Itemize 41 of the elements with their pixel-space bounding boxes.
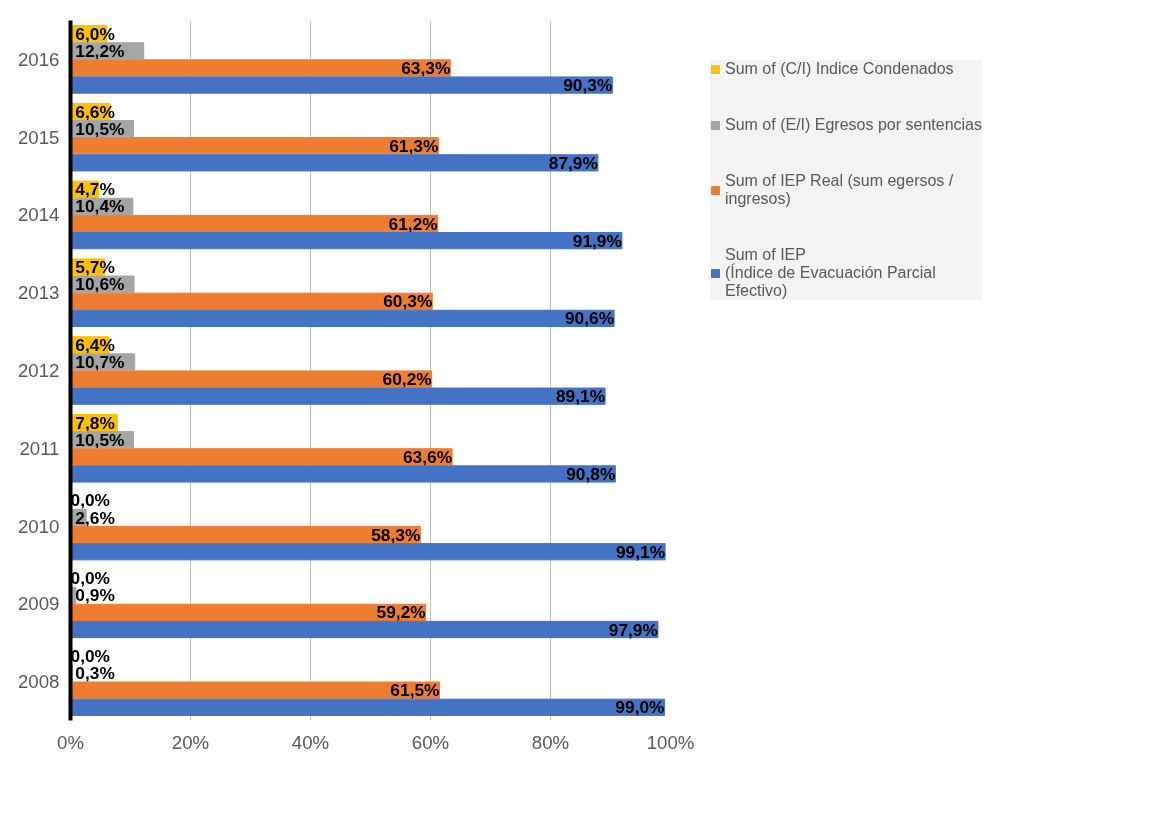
data-label: 90,6% [564, 308, 615, 329]
data-label: 61,3% [389, 135, 439, 156]
x-tick-label: 80% [531, 731, 570, 753]
data-label: 99,0% [615, 697, 665, 718]
legend-label: Sum of (C/I) Indice Condenados [725, 60, 954, 78]
y-tick-label: 2012 [18, 360, 60, 381]
legend-label: Sum of (E/I) Egresos por sentencias [725, 116, 982, 134]
data-label: 90,3% [563, 75, 613, 96]
x-tick-label: 40% [291, 731, 330, 753]
x-tick-label: 20% [171, 731, 210, 753]
y-tick-label: 2015 [18, 126, 60, 148]
x-tick-label: 100% [646, 731, 695, 753]
y-tick-label: 2016 [18, 48, 60, 70]
data-label: 60,2% [382, 369, 432, 390]
data-label: 0,0% [70, 490, 110, 511]
data-label: 99,1% [615, 541, 666, 562]
y-tick-label: 2011 [19, 437, 60, 459]
data-label: 90,8% [566, 463, 616, 484]
y-tick-label: 2014 [18, 204, 60, 226]
data-label: 0,0% [70, 568, 110, 589]
y-tick-label: 2008 [18, 671, 60, 693]
data-label: 59,2% [376, 602, 426, 623]
x-tick-label: 60% [411, 731, 450, 753]
data-label: 58,3% [371, 524, 421, 545]
data-label: 89,1% [555, 386, 606, 407]
data-label: 60,3% [383, 291, 433, 312]
data-label: 63,6% [402, 446, 453, 467]
data-label: 91,9% [572, 230, 622, 251]
data-label: 97,9% [608, 619, 658, 640]
data-label: 7,8% [75, 412, 115, 433]
data-label: 87,9% [548, 152, 598, 173]
y-tick-label: 2010 [18, 515, 60, 537]
data-label: 61,5% [390, 680, 440, 701]
y-tick-label: 2009 [18, 593, 60, 615]
data-label: 63,3% [401, 57, 451, 78]
legend-label: Sum of IEP Real (sum egersos / ingresos) [725, 172, 954, 208]
y-tick-label: 2013 [18, 282, 60, 304]
data-label: 0,0% [70, 645, 110, 666]
legend-label: Sum of IEP (Índice de Evacuación Parcial Efectivo) [725, 246, 936, 300]
data-label: 61,2% [388, 213, 438, 234]
x-tick-label: 0% [57, 731, 84, 753]
